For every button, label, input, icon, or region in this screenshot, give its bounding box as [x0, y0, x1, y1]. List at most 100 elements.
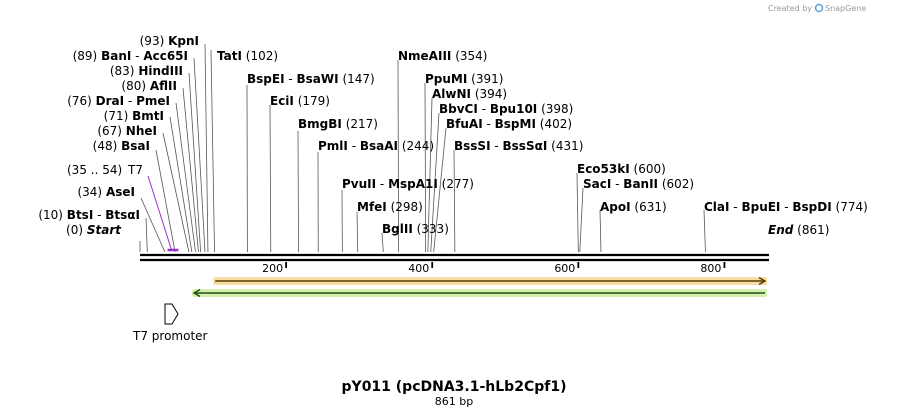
site-mfei[interactable]: MfeI (298): [357, 200, 423, 214]
enzyme-name: Start: [87, 223, 122, 237]
enzyme-name: BsaI: [121, 139, 150, 153]
svg-text:End (861): End (861): [768, 223, 829, 237]
enzyme-name: BspEI: [247, 72, 285, 86]
site-end[interactable]: End (861): [768, 223, 829, 237]
site-tati[interactable]: TatI (102): [217, 49, 278, 63]
site-ecii[interactable]: EciI (179): [270, 94, 330, 108]
sequence-title: pY011 (pcDNA3.1-hLb2Cpf1): [342, 379, 567, 395]
site-position: (402): [540, 117, 572, 131]
site-nmeaiii[interactable]: NmeAIII (354): [398, 49, 487, 63]
site-pmli[interactable]: PmlI - BsaAI (244): [318, 139, 434, 153]
enzyme-name: NmeAIII: [398, 49, 451, 63]
site-position: (217): [346, 117, 378, 131]
enzyme-name: BsaWI: [297, 72, 339, 86]
ruler-tick-label: 800: [700, 262, 721, 275]
svg-text:AlwNI (394): AlwNI (394): [432, 87, 507, 101]
site-bani[interactable]: (89) BanI - Acc65I: [73, 49, 188, 63]
sequence-backbone: [140, 253, 769, 262]
name-separator: -: [131, 49, 143, 63]
t7-promoter-feature[interactable]: T7 promoter: [132, 303, 208, 343]
site-nhei[interactable]: (67) NheI: [97, 124, 157, 138]
site-position: (602): [662, 177, 694, 191]
site-bmgbi[interactable]: BmgBI (217): [298, 117, 378, 131]
site-leader-line: [210, 49, 215, 253]
svg-text:EciI (179): EciI (179): [270, 94, 330, 108]
name-separator: -: [93, 208, 105, 222]
green-arrow[interactable]: [192, 288, 767, 298]
site-position: (0): [66, 223, 83, 237]
site-start[interactable]: (0) Start: [66, 223, 122, 237]
site-position: (774): [836, 200, 868, 214]
site-asei[interactable]: (34) AseI: [77, 185, 135, 199]
svg-text:SacI - BanII (602): SacI - BanII (602): [583, 177, 694, 191]
name-separator: -: [285, 72, 297, 86]
primer-range: (35 .. 54): [67, 163, 122, 177]
enzyme-name: BtsI: [67, 208, 94, 222]
site-drai[interactable]: (76) DraI - PmeI: [67, 94, 170, 108]
name-separator: -: [483, 117, 495, 131]
site-eco53ki[interactable]: Eco53kI (600): [577, 162, 666, 176]
svg-text:(80) AflII: (80) AflII: [121, 79, 177, 93]
site-leader-line: [188, 72, 202, 253]
enzyme-name: BspMI: [495, 117, 536, 131]
enzyme-name: MspA1I: [388, 177, 438, 191]
site-bglii[interactable]: BglII (333): [382, 222, 449, 236]
site-position: (102): [246, 49, 278, 63]
enzyme-name: BssSαI: [503, 139, 548, 153]
site-position: (277): [442, 177, 474, 191]
svg-text:(89) BanI - Acc65I: (89) BanI - Acc65I: [73, 49, 188, 63]
svg-text:BmgBI (217): BmgBI (217): [298, 117, 378, 131]
site-bmti[interactable]: (71) BmtI: [104, 109, 164, 123]
site-leader-line: [204, 43, 209, 253]
enzyme-name: Eco53kI: [577, 162, 630, 176]
sequence-length: 861 bp: [435, 395, 473, 408]
enzyme-name: BsaAI: [360, 139, 398, 153]
site-btsi[interactable]: (10) BtsI - BtsαI: [38, 208, 140, 222]
svg-text:(67) NheI: (67) NheI: [97, 124, 157, 138]
site-aflii[interactable]: (80) AflII: [121, 79, 177, 93]
svg-text:BglII (333): BglII (333): [382, 222, 449, 236]
site-position: (861): [797, 223, 829, 237]
site-leader-line: [145, 217, 148, 253]
site-bbvci[interactable]: BbvCI - Bpu10I (398): [439, 102, 573, 116]
t7-promoter-label: T7 promoter: [132, 329, 208, 343]
enzyme-name: ClaI: [704, 200, 729, 214]
orange-arrow[interactable]: [213, 276, 768, 286]
site-pvuii[interactable]: PvuII - MspA1I (277): [342, 177, 474, 191]
svg-text:ClaI - BpuEI - BspDI (7: ClaI - BpuEI - BspDI (774): [704, 200, 868, 214]
site-saci[interactable]: SacI - BanII (602): [583, 177, 694, 191]
svg-text:(83) HindIII: (83) HindIII: [110, 64, 183, 78]
site-hindiii[interactable]: (83) HindIII: [110, 64, 183, 78]
site-bsai[interactable]: (48) BsaI: [93, 139, 150, 153]
credit-brand: SnapGene: [825, 4, 866, 13]
site-apoi[interactable]: ApoI (631): [600, 200, 667, 214]
enzyme-name: BmgBI: [298, 117, 342, 131]
enzyme-name: BfuAI: [446, 117, 483, 131]
name-separator: -: [376, 177, 388, 191]
features: [192, 276, 768, 298]
site-position: (76): [67, 94, 92, 108]
name-separator: -: [478, 102, 490, 116]
enzyme-name: SacI: [583, 177, 611, 191]
enzyme-name: BanII: [623, 177, 658, 191]
arrowhead-right-icon: [758, 276, 767, 286]
enzyme-name: PvuII: [342, 177, 376, 191]
site-leader-line: [433, 127, 447, 253]
site-alwni[interactable]: AlwNI (394): [432, 87, 507, 101]
site-leader-line: [427, 97, 433, 253]
site-leader-line: [193, 57, 206, 253]
name-separator: -: [729, 200, 741, 214]
site-kpni[interactable]: (93) KpnI: [140, 34, 199, 48]
primer-t7[interactable]: (35 .. 54) T7: [67, 163, 179, 252]
site-position: (83): [110, 64, 135, 78]
svg-text:PvuII - MspA1I (277): PvuII - MspA1I (277): [342, 177, 474, 191]
site-bfuai[interactable]: BfuAI - BspMI (402): [446, 117, 572, 131]
site-bsssi[interactable]: BssSI - BssSαI (431): [454, 139, 583, 153]
site-position: (298): [391, 200, 423, 214]
site-leader-line: [703, 209, 706, 253]
site-ppumi[interactable]: PpuMI (391): [425, 72, 503, 86]
site-bspei[interactable]: BspEI - BsaWI (147): [247, 72, 375, 86]
enzyme-name: BtsαI: [105, 208, 140, 222]
site-clai[interactable]: ClaI - BpuEI - BspDI (774): [704, 200, 868, 214]
